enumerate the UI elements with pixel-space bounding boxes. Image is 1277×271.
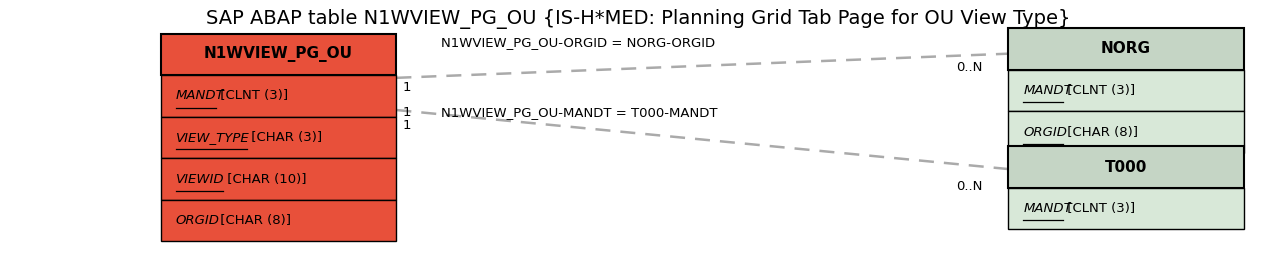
Text: MANDT: MANDT: [1023, 84, 1073, 97]
Bar: [161, 75, 396, 117]
Text: [CHAR (8)]: [CHAR (8)]: [1062, 126, 1138, 139]
Text: [CHAR (8)]: [CHAR (8)]: [216, 214, 291, 227]
Text: [CHAR (10)]: [CHAR (10)]: [223, 173, 306, 186]
Bar: [161, 34, 396, 75]
Bar: [161, 117, 396, 158]
Text: 1: 1: [402, 120, 411, 133]
Text: 0..N: 0..N: [956, 61, 982, 74]
Text: SAP ABAP table N1WVIEW_PG_OU {IS-H*MED: Planning Grid Tab Page for OU View Type}: SAP ABAP table N1WVIEW_PG_OU {IS-H*MED: …: [207, 9, 1070, 30]
Text: ORGID: ORGID: [1023, 126, 1068, 139]
Bar: [1008, 188, 1244, 229]
Bar: [161, 200, 396, 241]
Text: VIEW_TYPE: VIEW_TYPE: [176, 131, 250, 144]
Text: 1: 1: [402, 81, 411, 94]
Text: MANDT: MANDT: [1023, 202, 1073, 215]
Text: VIEWID: VIEWID: [176, 173, 225, 186]
Text: 1: 1: [402, 107, 411, 120]
Bar: [1008, 28, 1244, 70]
Text: N1WVIEW_PG_OU-ORGID = NORG-ORGID: N1WVIEW_PG_OU-ORGID = NORG-ORGID: [441, 37, 715, 50]
Text: MANDT: MANDT: [176, 89, 225, 102]
Text: NORG: NORG: [1101, 41, 1151, 56]
Bar: [1008, 146, 1244, 188]
Text: [CLNT (3)]: [CLNT (3)]: [1062, 84, 1135, 97]
Bar: [1008, 70, 1244, 111]
Text: [CLNT (3)]: [CLNT (3)]: [1062, 202, 1135, 215]
Text: 0..N: 0..N: [956, 180, 982, 193]
Text: N1WVIEW_PG_OU-MANDT = T000-MANDT: N1WVIEW_PG_OU-MANDT = T000-MANDT: [441, 106, 718, 119]
Bar: [161, 158, 396, 200]
Text: [CHAR (3)]: [CHAR (3)]: [248, 131, 322, 144]
Text: [CLNT (3)]: [CLNT (3)]: [216, 89, 287, 102]
Text: N1WVIEW_PG_OU: N1WVIEW_PG_OU: [204, 46, 352, 62]
Text: ORGID: ORGID: [176, 214, 220, 227]
Text: T000: T000: [1105, 160, 1147, 175]
Bar: [1008, 111, 1244, 153]
